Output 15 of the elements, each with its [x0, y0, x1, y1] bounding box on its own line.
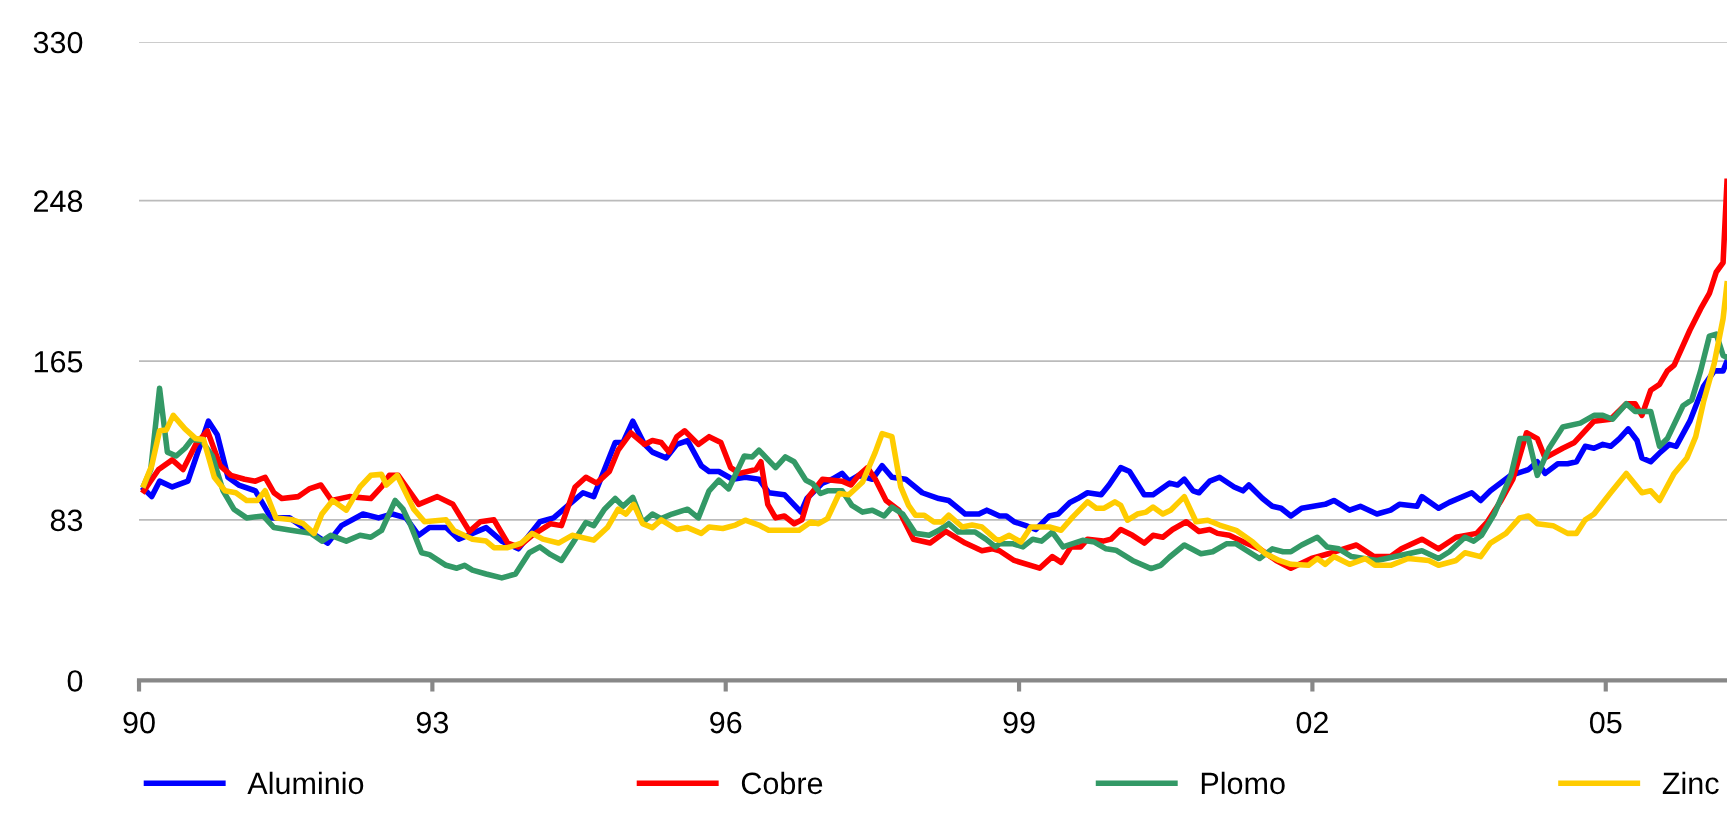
- y-tick-label: 165: [34, 350, 83, 373]
- y-tick-label: 248: [34, 190, 83, 213]
- legend-label: Zinc: [1662, 771, 1719, 795]
- x-tick-label: 90: [123, 711, 155, 734]
- x-tick-label: 02: [1296, 711, 1328, 734]
- legend-label: Aluminio: [247, 771, 364, 795]
- y-tick-label: 330: [33, 31, 83, 54]
- x-tick-label: 93: [416, 711, 449, 734]
- legend-label: Plomo: [1201, 771, 1285, 795]
- x-tick-label: 99: [1003, 711, 1035, 734]
- x-tick-label: 96: [710, 711, 742, 734]
- y-tick-label: 83: [50, 509, 83, 532]
- legend-label: Cobre: [741, 771, 823, 795]
- y-tick-label: 0: [67, 670, 83, 692]
- x-tick-label: 05: [1589, 711, 1622, 734]
